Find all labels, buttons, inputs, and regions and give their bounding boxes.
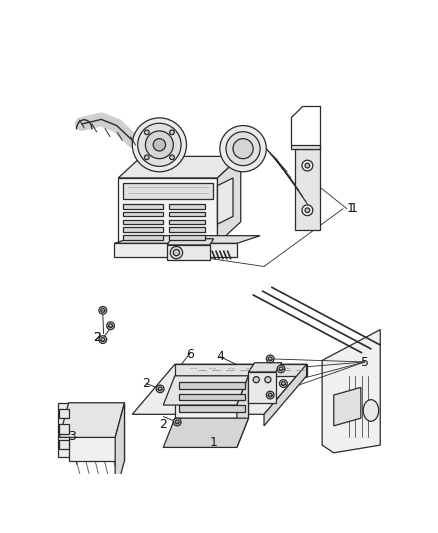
- Text: 3: 3: [68, 430, 76, 443]
- Circle shape: [156, 385, 164, 393]
- Bar: [170, 227, 205, 232]
- Text: 2: 2: [159, 418, 167, 431]
- Circle shape: [145, 131, 173, 159]
- Polygon shape: [295, 149, 320, 230]
- Polygon shape: [118, 156, 241, 178]
- Circle shape: [109, 324, 113, 328]
- Polygon shape: [60, 403, 124, 438]
- Bar: [123, 235, 163, 239]
- Circle shape: [145, 130, 149, 135]
- Polygon shape: [69, 403, 124, 461]
- Bar: [170, 220, 205, 224]
- Circle shape: [107, 322, 114, 329]
- Text: 2: 2: [142, 377, 150, 390]
- Text: 1: 1: [347, 202, 355, 215]
- Circle shape: [101, 309, 105, 312]
- Circle shape: [265, 377, 271, 383]
- Bar: [179, 382, 245, 389]
- Circle shape: [175, 420, 179, 424]
- Bar: [123, 212, 163, 216]
- Polygon shape: [167, 245, 210, 260]
- Polygon shape: [163, 418, 248, 447]
- Circle shape: [305, 163, 310, 168]
- Text: 2: 2: [93, 331, 101, 344]
- Circle shape: [173, 418, 181, 426]
- Polygon shape: [291, 145, 320, 149]
- Bar: [170, 235, 205, 239]
- Circle shape: [145, 155, 149, 160]
- Bar: [179, 405, 245, 412]
- Text: 6: 6: [187, 348, 194, 361]
- Polygon shape: [334, 387, 361, 426]
- Polygon shape: [237, 376, 248, 447]
- Circle shape: [220, 126, 266, 172]
- Circle shape: [158, 387, 162, 391]
- Circle shape: [253, 377, 259, 383]
- Bar: [179, 393, 245, 400]
- Bar: [123, 204, 163, 209]
- Circle shape: [132, 118, 187, 172]
- Polygon shape: [248, 372, 276, 403]
- Circle shape: [282, 382, 285, 385]
- Polygon shape: [248, 363, 282, 372]
- Bar: [170, 204, 205, 209]
- Circle shape: [170, 155, 174, 160]
- Circle shape: [138, 123, 181, 166]
- Circle shape: [99, 336, 107, 343]
- Polygon shape: [175, 364, 307, 376]
- Polygon shape: [132, 364, 307, 414]
- Text: 2: 2: [93, 331, 101, 344]
- Circle shape: [305, 208, 310, 213]
- Circle shape: [99, 306, 107, 314]
- Polygon shape: [60, 409, 69, 418]
- Polygon shape: [163, 376, 248, 405]
- Text: 4: 4: [216, 350, 224, 363]
- Circle shape: [277, 365, 285, 373]
- Polygon shape: [114, 236, 260, 244]
- Circle shape: [170, 130, 174, 135]
- Ellipse shape: [363, 400, 379, 421]
- Polygon shape: [218, 156, 241, 244]
- Polygon shape: [114, 244, 237, 257]
- Circle shape: [302, 205, 313, 216]
- Circle shape: [268, 393, 272, 397]
- Polygon shape: [60, 424, 69, 433]
- Circle shape: [268, 357, 272, 361]
- Bar: [123, 182, 213, 199]
- Polygon shape: [218, 178, 233, 224]
- Bar: [170, 212, 205, 216]
- Circle shape: [302, 160, 313, 171]
- Polygon shape: [118, 178, 218, 244]
- Circle shape: [279, 379, 287, 387]
- Polygon shape: [60, 440, 69, 449]
- Polygon shape: [175, 376, 248, 418]
- Circle shape: [279, 367, 283, 371]
- Circle shape: [153, 139, 166, 151]
- Bar: [123, 220, 163, 224]
- Circle shape: [226, 132, 260, 166]
- Polygon shape: [115, 403, 124, 495]
- Text: 1: 1: [349, 202, 357, 215]
- Polygon shape: [58, 403, 72, 457]
- Circle shape: [266, 391, 274, 399]
- Circle shape: [173, 249, 180, 256]
- Bar: [123, 227, 163, 232]
- Polygon shape: [322, 329, 380, 453]
- Circle shape: [233, 139, 253, 159]
- Text: 1: 1: [210, 437, 218, 449]
- Polygon shape: [167, 239, 214, 245]
- Circle shape: [101, 338, 105, 342]
- Circle shape: [266, 355, 274, 363]
- Circle shape: [170, 246, 183, 259]
- Polygon shape: [264, 364, 307, 426]
- Text: 5: 5: [361, 356, 369, 369]
